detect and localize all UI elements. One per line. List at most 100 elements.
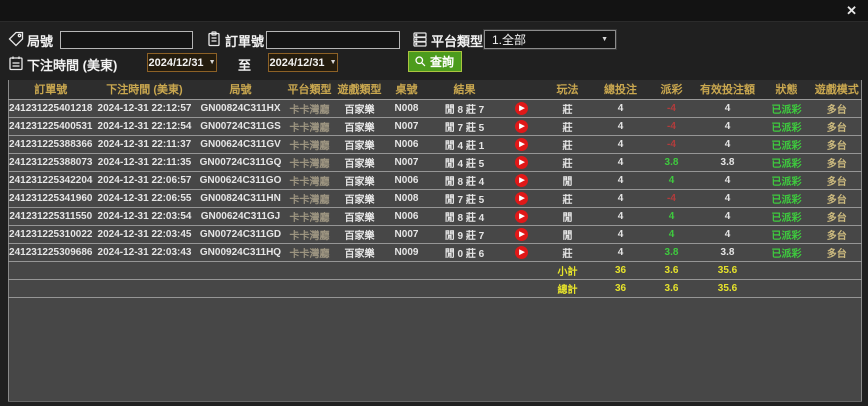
cell-total: 4 [592, 171, 649, 190]
cell-status: 已派彩 [760, 171, 813, 190]
cell-icon: ▶ [500, 153, 543, 172]
cell-round: GN00824C311HN [196, 189, 285, 208]
cell-payout: -4 [648, 135, 695, 154]
title-bar: ✕ [0, 0, 868, 22]
replay-icon[interactable]: ▶ [515, 137, 528, 151]
cell-time: 2024-12-31 22:03:43 [92, 243, 197, 262]
column-header-time: 下注時間 (美東) [92, 80, 197, 100]
cell-round: GN00824C311HX [196, 99, 285, 118]
date-from-value: 2024/12/31 [148, 56, 204, 69]
replay-icon[interactable]: ▶ [515, 119, 528, 133]
cell-time: 2024-12-31 22:11:37 [92, 135, 197, 154]
cell-round: GN00724C311GQ [196, 153, 285, 172]
cell-time: 2024-12-31 22:12:57 [92, 99, 197, 118]
cell-valid: 3.8 [694, 153, 761, 172]
replay-icon[interactable]: ▶ [515, 101, 528, 115]
column-header-result: 結果 [428, 80, 501, 100]
cell-time: 2024-12-31 22:03:54 [92, 207, 197, 226]
column-header-status: 狀態 [760, 80, 813, 100]
cell-game: 百家樂 [334, 117, 385, 136]
cell-mode: 多台 [812, 171, 862, 190]
cell-time: 2024-12-31 22:11:35 [92, 153, 197, 172]
column-header-icon [500, 80, 543, 100]
replay-icon[interactable]: ▶ [515, 173, 528, 187]
bet-time-label: 下注時間 (美東) [27, 58, 118, 73]
replay-icon[interactable]: ▶ [515, 191, 528, 205]
table-row: 241231225401218 2024-12-31 22:12:57 GN0082… [8, 99, 862, 118]
cell-round: GN00624C311GV [196, 135, 285, 154]
tag-icon [8, 31, 24, 47]
date-to-picker[interactable]: 2024/12/31 ▼ [268, 53, 338, 72]
cell-valid: 35.6 [694, 279, 761, 298]
cell-round [196, 261, 285, 280]
round-no-input[interactable] [60, 31, 193, 49]
table-row: 241231225309686 2024-12-31 22:03:43 GN0092… [8, 243, 862, 262]
cell-table_no: N006 [384, 207, 429, 226]
order-no-input[interactable] [266, 31, 400, 49]
cell-total: 4 [592, 243, 649, 262]
cell-play: 閒 [542, 207, 593, 226]
cell-play: 莊 [542, 135, 593, 154]
cell-result: 閒 4 莊 1 [428, 135, 501, 154]
cell-game: 百家樂 [334, 225, 385, 244]
platform-type-select[interactable]: 1.全部 ▼ [483, 29, 617, 50]
cell-result [428, 279, 501, 298]
cell-mode: 多台 [812, 243, 862, 262]
cell-round: GN00924C311HQ [196, 243, 285, 262]
cell-status: 已派彩 [760, 225, 813, 244]
column-header-game: 遊戲類型 [334, 80, 385, 100]
cell-payout: 4 [648, 207, 695, 226]
column-header-mode: 遊戲模式 [812, 80, 862, 100]
cell-table_no: N006 [384, 171, 429, 190]
cell-play: 莊 [542, 99, 593, 118]
replay-icon[interactable]: ▶ [515, 245, 528, 259]
cell-valid: 4 [694, 189, 761, 208]
cell-icon: ▶ [500, 207, 543, 226]
column-header-valid: 有效投注額 [694, 80, 761, 100]
cell-result: 閒 8 莊 4 [428, 207, 501, 226]
cell-total: 4 [592, 153, 649, 172]
cell-valid: 4 [694, 117, 761, 136]
cell-game: 百家樂 [334, 189, 385, 208]
cell-icon: ▶ [500, 243, 543, 262]
replay-icon[interactable]: ▶ [515, 209, 528, 223]
table-empty-area [8, 297, 862, 402]
cell-status: 已派彩 [760, 135, 813, 154]
cell-payout: 4 [648, 171, 695, 190]
cell-total: 4 [592, 117, 649, 136]
cell-round: GN00724C311GD [196, 225, 285, 244]
cell-valid: 4 [694, 99, 761, 118]
clipboard-icon [206, 31, 222, 47]
column-header-total: 總投注 [592, 80, 649, 100]
table-row: 241231225388366 2024-12-31 22:11:37 GN0062… [8, 135, 862, 154]
table-header-row: 訂單號 下注時間 (美東) 局號 平台類型 遊戲類型 桌號 結果 玩法 總投注 派彩 有效投注額 狀態… [8, 80, 862, 100]
cell-icon [500, 261, 543, 280]
cell-platform [284, 261, 335, 280]
replay-icon[interactable]: ▶ [515, 227, 528, 241]
search-button[interactable]: 查詢 [408, 51, 463, 72]
cell-order: 241231225341960 [8, 189, 93, 208]
table-row: 241231225341960 2024-12-31 22:06:55 GN0082… [8, 189, 862, 208]
cell-payout: -4 [648, 117, 695, 136]
column-header-payout: 派彩 [648, 80, 695, 100]
cell-platform: 卡卡灣廳 [284, 135, 335, 154]
replay-icon[interactable]: ▶ [515, 155, 528, 169]
cell-mode: 多台 [812, 189, 862, 208]
cell-order: 241231225401218 [8, 99, 93, 118]
filter-bar: 局號 訂單號 平台類型 1.全部 ▼ 下注時間 (美東) 2024/12/31 … [0, 22, 868, 80]
cell-icon: ▶ [500, 171, 543, 190]
bet-records-table: 訂單號 下注時間 (美東) 局號 平台類型 遊戲類型 桌號 結果 玩法 總投注 派彩 有效投注額 狀態… [8, 80, 862, 402]
cell-valid: 4 [694, 207, 761, 226]
cell-time: 2024-12-31 22:12:54 [92, 117, 197, 136]
close-icon[interactable]: ✕ [846, 3, 857, 18]
cell-mode: 多台 [812, 207, 862, 226]
cell-table_no: N008 [384, 99, 429, 118]
cell-game: 百家樂 [334, 135, 385, 154]
cell-order: 241231225310022 [8, 225, 93, 244]
cell-icon: ▶ [500, 225, 543, 244]
date-from-picker[interactable]: 2024/12/31 ▼ [147, 53, 217, 72]
cell-table_no [384, 261, 429, 280]
cell-mode: 多台 [812, 135, 862, 154]
cell-status: 已派彩 [760, 99, 813, 118]
table-row: 241231225400531 2024-12-31 22:12:54 GN0072… [8, 117, 862, 136]
